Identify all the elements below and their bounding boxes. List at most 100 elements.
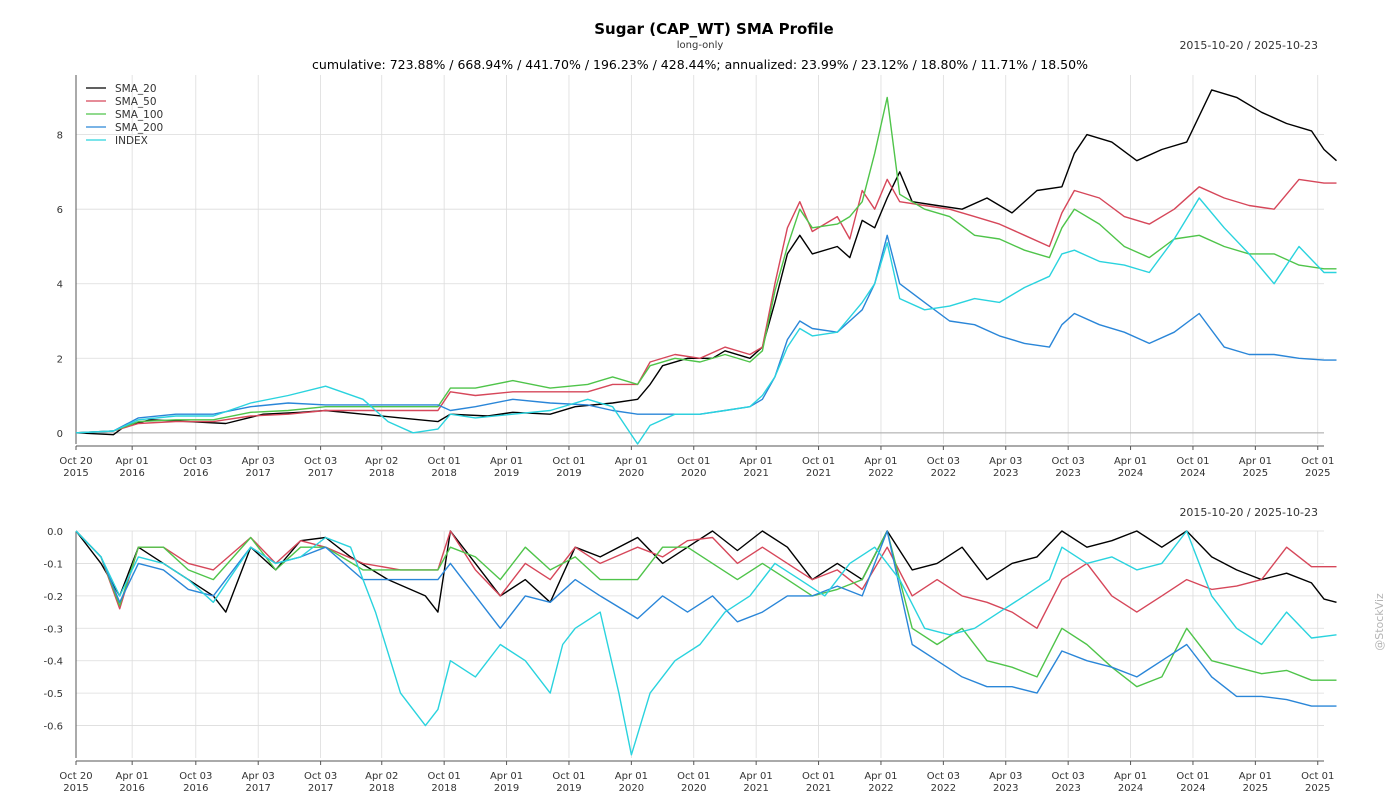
x-tick-year: 2023 (1055, 468, 1080, 479)
x-tick-year: 2020 (619, 783, 644, 794)
x-tick-year: 2019 (556, 468, 581, 479)
x-tick-year: 2016 (183, 468, 208, 479)
series-line-sma-20 (75, 530, 1337, 613)
x-tick-label: Apr 01 (740, 456, 773, 467)
x-tick-year: 2016 (119, 783, 144, 794)
x-tick-year: 2025 (1243, 468, 1268, 479)
x-tick-label: Oct 01 (1301, 456, 1334, 467)
series-line-sma-20 (75, 89, 1337, 436)
x-tick-year: 2022 (868, 783, 893, 794)
series-line-sma-50 (75, 530, 1337, 629)
x-tick-year: 2016 (119, 468, 144, 479)
x-tick-label: Oct 20 (59, 456, 92, 467)
x-tick-label: Oct 03 (304, 456, 337, 467)
x-tick-label: Apr 03 (242, 456, 275, 467)
x-tick-label: Oct 01 (802, 456, 835, 467)
x-tick-year: 2022 (868, 468, 893, 479)
x-tick-year: 2025 (1305, 468, 1330, 479)
x-tick-year: 2017 (308, 783, 333, 794)
x-tick-label: Apr 03 (242, 771, 275, 782)
y-tick-label: 0 (57, 429, 63, 440)
performance-summary: cumulative: 723.88% / 668.94% / 441.70% … (312, 57, 1088, 72)
x-tick-year: 2023 (993, 468, 1018, 479)
x-tick-label: Oct 01 (552, 456, 585, 467)
x-tick-label: Oct 03 (927, 456, 960, 467)
x-tick-label: Oct 03 (927, 771, 960, 782)
series-line-sma-200 (75, 234, 1337, 434)
y-tick-label: -0.3 (43, 624, 63, 635)
x-tick-year: 2015 (63, 783, 88, 794)
x-tick-label: Apr 01 (864, 771, 897, 782)
y-tick-label: -0.5 (43, 689, 63, 700)
x-tick-year: 2018 (369, 783, 394, 794)
legend-label-sma-50: SMA_50 (115, 96, 157, 108)
x-tick-year: 2025 (1305, 783, 1330, 794)
y-tick-label: -0.2 (43, 592, 63, 603)
x-tick-label: Apr 03 (989, 771, 1022, 782)
x-tick-year: 2025 (1243, 783, 1268, 794)
x-tick-year: 2019 (494, 468, 519, 479)
x-tick-label: Oct 01 (428, 771, 461, 782)
x-tick-label: Oct 01 (1176, 456, 1209, 467)
x-tick-label: Apr 03 (989, 456, 1022, 467)
y-tick-label: -0.6 (43, 722, 63, 733)
watermark: @StockViz (1373, 593, 1386, 651)
x-tick-year: 2020 (681, 783, 706, 794)
x-tick-label: Apr 01 (116, 456, 149, 467)
legend-label-sma-100: SMA_100 (115, 109, 163, 121)
x-tick-year: 2024 (1180, 783, 1205, 794)
x-tick-year: 2024 (1118, 783, 1143, 794)
x-tick-label: Oct 01 (677, 456, 710, 467)
x-tick-year: 2017 (245, 783, 270, 794)
x-tick-year: 2015 (63, 468, 88, 479)
x-tick-label: Apr 01 (490, 456, 523, 467)
x-tick-label: Apr 01 (1114, 771, 1147, 782)
x-tick-label: Apr 01 (615, 771, 648, 782)
x-tick-label: Oct 03 (1052, 456, 1085, 467)
x-tick-year: 2022 (931, 783, 956, 794)
x-tick-year: 2019 (494, 783, 519, 794)
series-line-index (75, 530, 1337, 756)
x-tick-label: Oct 01 (1301, 771, 1334, 782)
y-tick-label: 0.0 (47, 527, 63, 538)
legend-label-sma-200: SMA_200 (115, 122, 163, 134)
legend-label-sma-20: SMA_20 (115, 83, 157, 95)
x-tick-label: Oct 03 (179, 771, 212, 782)
date-range-bottom: 2015-10-20 / 2025-10-23 (1179, 506, 1318, 519)
x-tick-label: Apr 01 (615, 456, 648, 467)
x-tick-label: Apr 01 (740, 771, 773, 782)
chart-subtitle: long-only (677, 40, 724, 51)
x-tick-label: Apr 01 (116, 771, 149, 782)
x-tick-label: Oct 03 (179, 456, 212, 467)
y-tick-label: -0.4 (43, 657, 63, 668)
date-range-top: 2015-10-20 / 2025-10-23 (1179, 39, 1318, 52)
x-tick-year: 2024 (1118, 468, 1143, 479)
series-line-sma-100 (75, 96, 1337, 434)
x-tick-label: Oct 01 (1176, 771, 1209, 782)
x-tick-year: 2023 (1055, 783, 1080, 794)
y-tick-label: -0.1 (43, 559, 63, 570)
x-tick-label: Oct 01 (802, 771, 835, 782)
x-tick-label: Apr 02 (365, 771, 398, 782)
x-tick-year: 2021 (743, 468, 768, 479)
x-tick-year: 2018 (369, 468, 394, 479)
x-tick-label: Apr 02 (365, 456, 398, 467)
x-tick-label: Oct 01 (677, 771, 710, 782)
x-tick-year: 2018 (431, 468, 456, 479)
series-line-sma-50 (75, 178, 1337, 434)
series-line-index (75, 197, 1337, 445)
y-tick-label: 4 (57, 280, 63, 291)
x-tick-year: 2016 (183, 783, 208, 794)
x-tick-label: Apr 01 (1239, 456, 1272, 467)
x-tick-year: 2017 (245, 468, 270, 479)
x-tick-year: 2020 (619, 468, 644, 479)
x-tick-label: Apr 01 (1239, 771, 1272, 782)
chart-title: Sugar (CAP_WT) SMA Profile (594, 20, 833, 38)
x-tick-year: 2023 (993, 783, 1018, 794)
x-tick-label: Apr 01 (490, 771, 523, 782)
y-tick-label: 6 (57, 205, 63, 216)
